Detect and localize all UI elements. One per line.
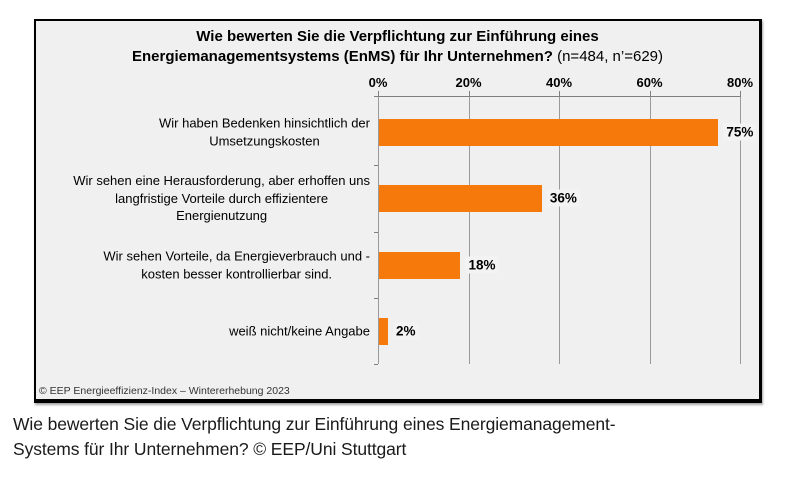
category-axis-tick <box>374 96 378 97</box>
gridline <box>378 96 379 364</box>
caption-line2: Systems für Ihr Unternehmen? © EEP/Uni S… <box>13 439 407 459</box>
gridline <box>468 96 470 364</box>
bar-value-label: 75% <box>723 123 757 141</box>
category-axis-tick <box>374 231 378 233</box>
x-tick-label: 0% <box>368 75 388 90</box>
category-label-text: Wir sehen eine Herausforderung, aber erh… <box>73 172 370 223</box>
x-axis-tick <box>468 91 470 96</box>
bar-value-label: 2% <box>393 322 419 340</box>
category-label: Wir sehen Vorteile, da Energieverbrauch … <box>40 248 370 283</box>
category-label: weiß nicht/keine Angabe <box>40 322 370 340</box>
gridline <box>559 96 560 364</box>
caption: Wie bewerten Sie die Verpflichtung zur E… <box>13 412 783 462</box>
chart-title-line2: Energiemanagementsystems (EnMS) für Ihr … <box>131 48 553 65</box>
bar <box>379 184 542 212</box>
x-axis-tick <box>740 91 741 96</box>
x-axis-tick <box>649 91 651 96</box>
chart-panel: Wie bewerten Sie die Verpflichtung zur E… <box>34 19 762 403</box>
chart-title: Wie bewerten Sie die Verpflichtung zur E… <box>36 27 759 67</box>
x-axis-line <box>378 96 741 97</box>
category-label-text: Wir sehen Vorteile, da Energieverbrauch … <box>103 248 370 282</box>
bar <box>379 317 389 345</box>
chart-sample-note: (n=484, n’=629) <box>557 48 664 65</box>
category-label-text: Wir haben Bedenken hinsichtlich der Umset… <box>158 115 370 149</box>
bar-value-label: 36% <box>546 189 580 207</box>
category-label: Wir sehen eine Herausforderung, aber erh… <box>40 172 370 225</box>
chart-title-line1: Wie bewerten Sie die Verpflichtung zur E… <box>196 28 599 45</box>
x-axis-tick <box>378 91 379 96</box>
x-tick-label: 40% <box>545 75 573 90</box>
x-tick-label: 20% <box>455 75 482 90</box>
bar <box>379 251 461 279</box>
category-axis-tick <box>374 165 378 166</box>
plot-area: 0% 20% 40% 60% 80% 75% Wir haben Bedenken hins… <box>36 21 759 399</box>
category-label-text: weiß nicht/keine Angabe <box>229 323 370 339</box>
x-tick-label: 80% <box>726 75 754 90</box>
gridline <box>649 96 651 364</box>
x-tick-label: 60% <box>636 75 663 90</box>
caption-line1: Wie bewerten Sie die Verpflichtung zur E… <box>13 414 616 434</box>
gridline <box>740 96 741 364</box>
category-axis-tick <box>374 364 378 365</box>
x-axis-tick <box>559 91 560 96</box>
bar <box>379 118 719 146</box>
bar-value-label: 18% <box>465 256 499 274</box>
category-axis-tick <box>374 298 378 299</box>
source-note: © EEP Energieeffizienz-Index – Wintererh… <box>39 385 290 397</box>
category-label: Wir haben Bedenken hinsichtlich der Umset… <box>40 115 370 150</box>
